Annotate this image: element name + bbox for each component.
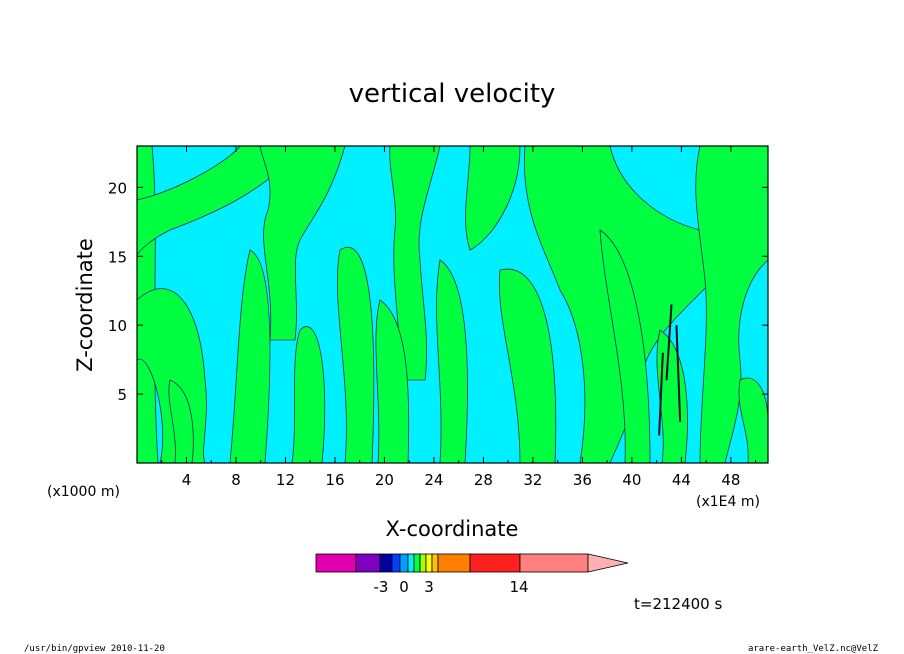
velocity-region bbox=[229, 249, 271, 463]
colorbar-segment bbox=[519, 553, 589, 573]
x-tick-label: 16 bbox=[325, 471, 344, 489]
x-unit-left: (x1000 m) bbox=[47, 484, 120, 500]
y-tick-label: 10 bbox=[108, 317, 127, 335]
x-tick-label: 20 bbox=[375, 471, 394, 489]
y-tick-label: 5 bbox=[117, 386, 127, 404]
x-unit-right: (x1E4 m) bbox=[696, 494, 760, 510]
time-label: t=212400 s bbox=[634, 595, 722, 613]
y-tick-label: 20 bbox=[108, 179, 127, 197]
x-axis-ticks: 4 8 12 16 20 24 28 32 36 40 44 48 bbox=[161, 146, 757, 489]
colorbar: -3 0 3 14 bbox=[315, 553, 629, 596]
velocity-region bbox=[375, 299, 410, 463]
plot-frame bbox=[136, 145, 769, 464]
x-tick-label: 24 bbox=[424, 471, 443, 489]
velocity-region bbox=[738, 377, 768, 463]
colorbar-label: 14 bbox=[509, 578, 528, 596]
x-tick-label: 44 bbox=[672, 471, 691, 489]
colorbar-label: 0 bbox=[399, 578, 409, 596]
x-axis-label: X-coordinate bbox=[386, 517, 519, 541]
y-axis-label: Z-coordinate bbox=[73, 238, 97, 372]
velocity-region bbox=[137, 146, 301, 256]
colorbar-segment bbox=[399, 553, 409, 573]
velocity-field bbox=[137, 146, 768, 463]
y-tick-label: 15 bbox=[108, 248, 127, 266]
colorbar-segment bbox=[391, 553, 401, 573]
velocity-region bbox=[465, 146, 521, 251]
velocity-region bbox=[599, 229, 651, 463]
colorbar-segment bbox=[425, 553, 433, 573]
velocity-region bbox=[389, 146, 441, 381]
footer-right: arare-earth_VelZ.nc@VelZ bbox=[748, 644, 879, 654]
contour-line bbox=[675, 325, 682, 422]
velocity-region bbox=[168, 379, 194, 463]
x-tick-label: 12 bbox=[276, 471, 295, 489]
chart-title: vertical velocity bbox=[349, 79, 556, 109]
colorbar-segment bbox=[419, 553, 427, 573]
colorbar-label: 3 bbox=[424, 578, 434, 596]
velocity-region bbox=[436, 259, 468, 463]
colorbar-segment bbox=[407, 553, 415, 573]
y-axis-ticks: 5 10 15 20 bbox=[108, 179, 768, 404]
x-tick-label: 8 bbox=[231, 471, 241, 489]
colorbar-segment bbox=[431, 553, 439, 573]
colorbar-segment bbox=[413, 553, 421, 573]
footer-left: /usr/bin/gpview 2010-11-20 bbox=[24, 644, 165, 654]
velocity-region bbox=[498, 268, 557, 463]
colorbar-segment bbox=[355, 553, 381, 573]
x-tick-label: 48 bbox=[721, 471, 740, 489]
colorbar-segment bbox=[437, 553, 471, 573]
x-tick-label: 40 bbox=[622, 471, 641, 489]
colorbar-segment bbox=[469, 553, 521, 573]
velocity-region bbox=[656, 329, 688, 463]
contour-line bbox=[658, 352, 664, 436]
velocity-region bbox=[259, 146, 346, 341]
x-tick-label: 28 bbox=[474, 471, 493, 489]
colorbar-label: -3 bbox=[374, 578, 389, 596]
x-tick-label: 36 bbox=[573, 471, 592, 489]
x-tick-label: 4 bbox=[182, 471, 192, 489]
colorbar-segment bbox=[315, 553, 357, 573]
colorbar-arrow bbox=[587, 553, 629, 573]
contour-line bbox=[665, 304, 673, 381]
x-tick-label: 32 bbox=[523, 471, 542, 489]
colorbar-segment bbox=[379, 553, 393, 573]
